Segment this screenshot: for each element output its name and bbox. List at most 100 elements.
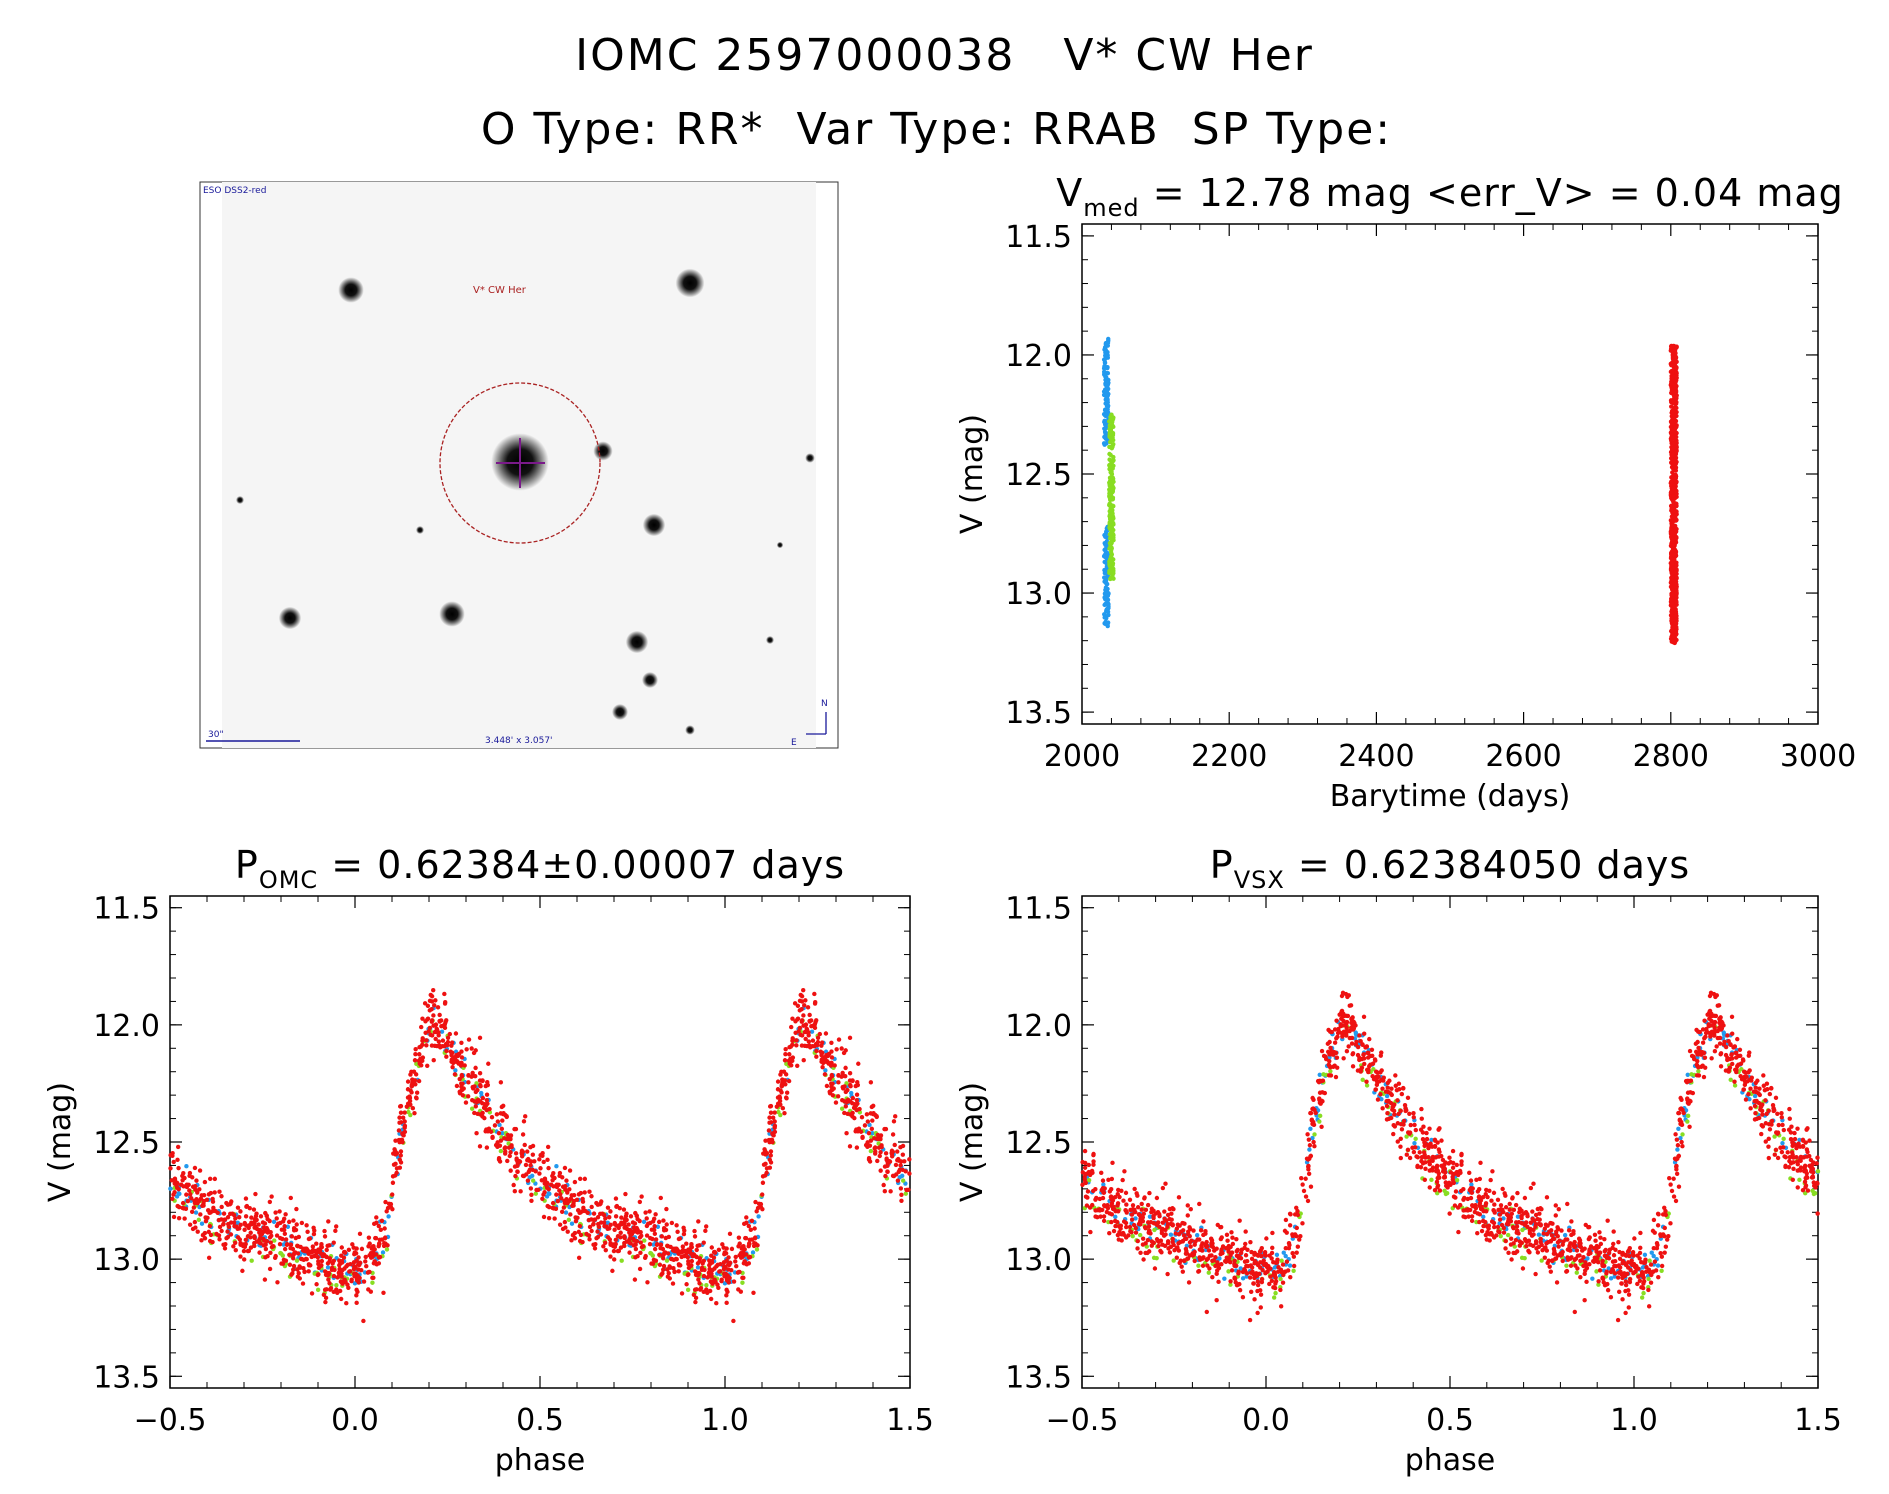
data-point [1627, 1279, 1633, 1285]
data-point [226, 1224, 232, 1230]
data-point [383, 1241, 388, 1246]
data-point [257, 1250, 262, 1255]
data-point [1247, 1275, 1253, 1280]
data-point [1167, 1250, 1173, 1255]
data-point [1194, 1232, 1200, 1238]
data-point [746, 1255, 752, 1260]
data-point [197, 1187, 202, 1192]
data-point [764, 1166, 770, 1171]
data-point [1311, 1139, 1316, 1145]
data-point [1680, 1132, 1685, 1137]
data-point [681, 1231, 687, 1237]
data-point [1433, 1155, 1439, 1160]
data-point [509, 1144, 514, 1150]
data-point [727, 1231, 733, 1237]
data-point [459, 1084, 464, 1089]
data-point [454, 1083, 460, 1089]
data-point [1360, 1077, 1365, 1083]
data-point [751, 1290, 756, 1295]
survey-label: ESO DSS2-red [203, 186, 266, 196]
data-point [278, 1235, 283, 1241]
data-point [193, 1225, 198, 1230]
data-point [1191, 1228, 1196, 1233]
data-point [1714, 1044, 1719, 1049]
data-point [306, 1236, 312, 1242]
data-point [450, 1064, 455, 1070]
vartype-label: Var Type: [796, 104, 1017, 155]
data-point [171, 1214, 177, 1220]
data-point [789, 1024, 794, 1030]
data-point [433, 1022, 438, 1028]
data-point [1412, 1122, 1417, 1128]
data-point [1672, 383, 1677, 388]
data-point [472, 1110, 477, 1116]
data-point [756, 1214, 761, 1219]
data-point [626, 1222, 631, 1227]
data-point [1105, 343, 1110, 348]
data-point [402, 1110, 407, 1115]
data-point [1102, 552, 1108, 557]
data-point [725, 1276, 731, 1281]
data-point [481, 1105, 487, 1110]
data-point [1813, 1185, 1818, 1190]
data-point [515, 1169, 520, 1174]
data-point [517, 1159, 522, 1164]
data-point [1556, 1206, 1561, 1212]
data-point [394, 1166, 400, 1171]
data-point [483, 1083, 488, 1089]
data-point [258, 1233, 263, 1238]
data-point [289, 1234, 295, 1239]
otype-value: RR* [675, 104, 765, 155]
data-point [1201, 1219, 1206, 1224]
data-point [1672, 476, 1678, 482]
data-point [508, 1168, 513, 1173]
data-point [857, 1106, 862, 1112]
data-point [305, 1229, 310, 1234]
data-point [372, 1221, 377, 1227]
data-point [1259, 1279, 1265, 1285]
data-point [1082, 1148, 1088, 1154]
data-point [1791, 1166, 1796, 1172]
data-point [240, 1268, 245, 1274]
data-point [363, 1259, 368, 1264]
data-point [1672, 348, 1677, 353]
data-point [772, 1123, 778, 1129]
data-point [197, 1168, 203, 1173]
data-point [1638, 1245, 1643, 1251]
data-point [686, 1247, 691, 1252]
data-point [361, 1279, 367, 1284]
data-point [752, 1226, 757, 1231]
data-point [475, 1111, 480, 1116]
data-point [841, 1050, 847, 1056]
data-point [1569, 1219, 1574, 1224]
data-point [1674, 449, 1679, 454]
data-point [674, 1246, 679, 1251]
field-star [642, 513, 666, 537]
data-point [651, 1242, 656, 1247]
data-point [1685, 1119, 1690, 1124]
data-point [854, 1097, 860, 1103]
data-point [1671, 634, 1676, 639]
data-point [633, 1255, 638, 1260]
data-point [274, 1216, 279, 1221]
data-point [398, 1160, 404, 1165]
data-point [456, 1061, 461, 1066]
data-point [1188, 1244, 1193, 1249]
data-point [374, 1215, 379, 1220]
data-point [382, 1235, 388, 1240]
data-point [817, 1031, 823, 1037]
data-point [1087, 1205, 1093, 1210]
data-point [891, 1119, 897, 1124]
north-label: N [821, 699, 828, 709]
data-point [736, 1287, 741, 1292]
data-point [770, 1140, 775, 1145]
data-point [599, 1199, 604, 1204]
data-point [208, 1176, 213, 1182]
data-point [1103, 619, 1108, 625]
data-point [1230, 1241, 1236, 1247]
data-point [1109, 414, 1114, 420]
data-point [513, 1151, 519, 1156]
data-point [1115, 1203, 1120, 1208]
data-point [1759, 1123, 1764, 1128]
data-point [848, 1083, 853, 1089]
